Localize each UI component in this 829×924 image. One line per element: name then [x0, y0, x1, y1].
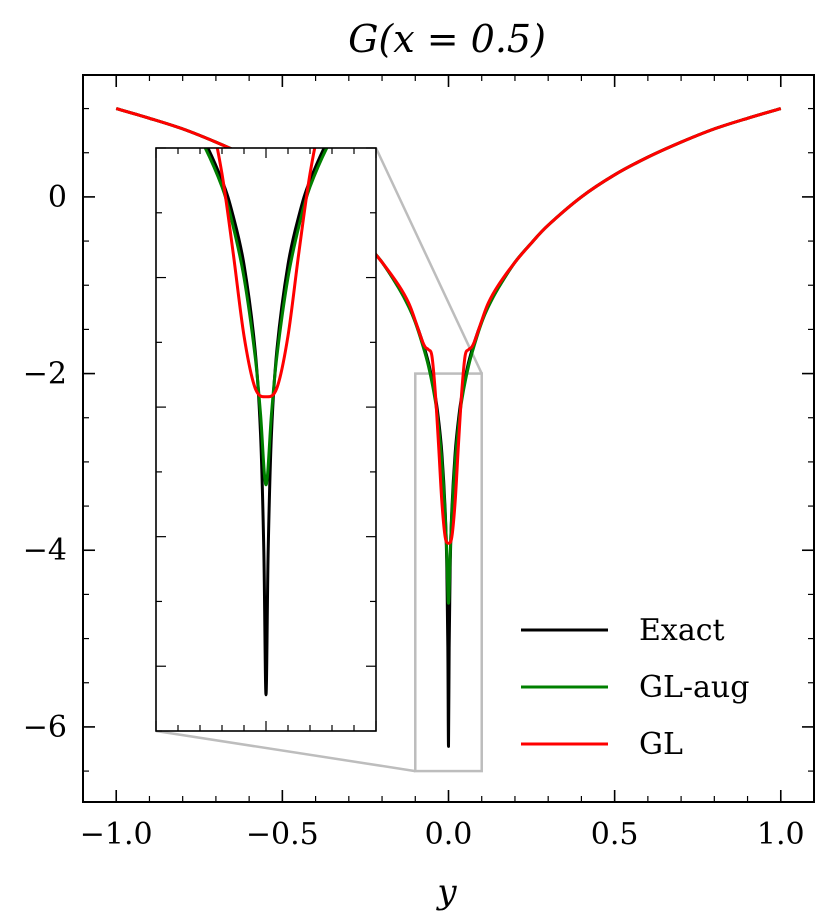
legend-label-gl: GL	[639, 727, 683, 762]
legend: Exact GL-aug GL	[521, 613, 749, 762]
x-tick-label: −1.0	[80, 817, 153, 852]
y-tick-label: 0	[48, 180, 67, 215]
inset-series-lines	[203, 148, 329, 697]
inset-connector-bottom	[155, 729, 416, 773]
y-tick-label: −4	[23, 533, 67, 568]
axis-tick-labels: −1.0 −0.5 0.0 0.5 1.0 0 −2 −4 −6	[23, 180, 805, 852]
inset-connector-top	[374, 147, 483, 375]
axis-ticks	[83, 75, 814, 802]
legend-label-gl-aug: GL-aug	[639, 670, 749, 705]
zoom-region-box	[414, 372, 483, 773]
x-tick-label: −0.5	[246, 817, 319, 852]
y-tick-label: −2	[23, 357, 67, 392]
inset-series-line-gl	[215, 148, 317, 399]
inset-frame	[155, 147, 377, 732]
x-axis-label: y	[435, 872, 457, 912]
x-tick-label: 0.5	[591, 817, 639, 852]
x-tick-label: 0.0	[425, 817, 473, 852]
x-tick-label: 1.0	[757, 817, 805, 852]
chart-title: G(x = 0.5)	[348, 17, 546, 61]
inset-series-line-exact	[206, 148, 326, 697]
inset-series-line-gl-aug	[203, 148, 329, 487]
legend-label-exact: Exact	[639, 613, 725, 648]
y-tick-label: −6	[23, 710, 67, 745]
inset-zoom-indicator	[155, 147, 483, 773]
